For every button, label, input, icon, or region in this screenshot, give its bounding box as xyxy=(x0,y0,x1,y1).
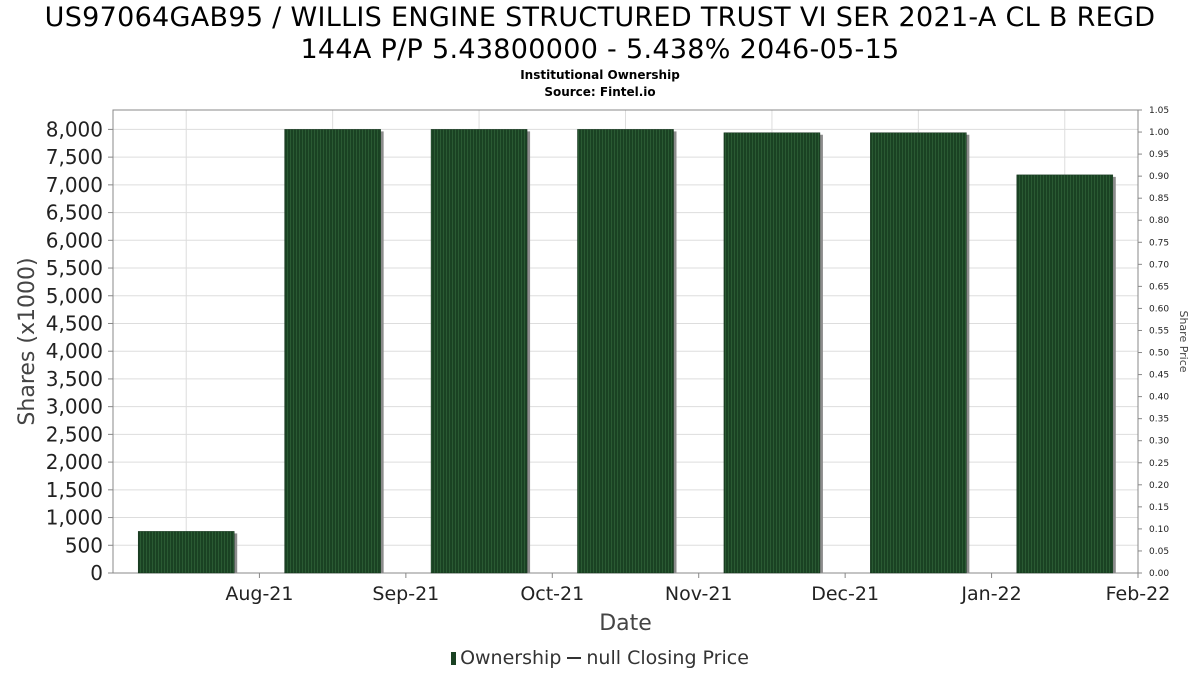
chart-title-line-2: 144A P/P 5.43800000 - 5.438% 2046-05-15 xyxy=(300,34,900,65)
y2-tick-label: 0.10 xyxy=(1149,525,1169,535)
y2-tick-label: 0.35 xyxy=(1149,415,1169,425)
ownership-bar xyxy=(1016,174,1114,574)
y-tick-label: 500 xyxy=(65,533,103,557)
x-tick-label: Nov-21 xyxy=(665,583,733,605)
y-tick-label: 2,000 xyxy=(46,450,103,474)
y2-tick-label: 0.65 xyxy=(1149,282,1169,292)
y2-tick-label: 0.70 xyxy=(1149,260,1169,270)
y2-tick-label: 0.50 xyxy=(1149,349,1169,359)
y-tick-label: 7,000 xyxy=(46,173,103,197)
ownership-bar xyxy=(723,132,821,574)
y2-tick-label: 0.00 xyxy=(1149,569,1169,579)
price-legend-line xyxy=(567,657,582,659)
ownership-bar xyxy=(430,129,528,574)
y-tick-label: 6,500 xyxy=(46,201,103,225)
y-tick-label: 5,000 xyxy=(46,284,103,308)
x-axis-label: Date xyxy=(599,611,652,636)
y-tick-label: 2,500 xyxy=(46,422,103,446)
x-tick-label: Jan-22 xyxy=(960,583,1021,605)
ownership-bar xyxy=(137,531,235,574)
y-tick-label: 6,000 xyxy=(46,228,103,252)
y2-tick-label: 0.90 xyxy=(1149,172,1169,182)
ownership-bar xyxy=(870,132,967,574)
x-tick-label: Feb-22 xyxy=(1106,583,1171,605)
y2-tick-label: 0.75 xyxy=(1149,238,1169,248)
y2-tick-label: 0.40 xyxy=(1149,393,1169,403)
chart-legend: Ownership null Closing Price xyxy=(0,647,1200,669)
ownership-legend-swatch xyxy=(451,652,457,665)
y-tick-label: 4,500 xyxy=(46,311,103,335)
x-tick-label: Sep-21 xyxy=(372,583,439,605)
y2-axis-label: Share Price xyxy=(1177,310,1190,372)
ownership-legend-label: Ownership xyxy=(460,647,562,669)
y2-tick-label: 0.55 xyxy=(1149,326,1169,336)
price-legend-label: null Closing Price xyxy=(586,647,749,669)
chart-subtitle: Institutional Ownership xyxy=(520,68,680,82)
y-tick-label: 5,500 xyxy=(46,256,103,280)
x-tick-label: Aug-21 xyxy=(225,583,293,605)
ownership-bar xyxy=(284,129,381,574)
y-tick-label: 8,000 xyxy=(46,117,103,141)
y-tick-label: 7,500 xyxy=(46,145,103,169)
y2-tick-label: 0.15 xyxy=(1149,503,1169,513)
y-axis-label: Shares (x1000) xyxy=(15,257,40,425)
y2-tick-label: 0.30 xyxy=(1149,437,1169,447)
ownership-bar xyxy=(577,129,674,574)
y2-tick-label: 0.20 xyxy=(1149,481,1169,491)
x-tick-label: Oct-21 xyxy=(520,583,584,605)
y2-tick-label: 0.80 xyxy=(1149,216,1169,226)
y2-tick-label: 0.60 xyxy=(1149,304,1169,314)
y2-tick-label: 0.05 xyxy=(1149,547,1169,557)
y-tick-label: 0 xyxy=(90,561,103,585)
y2-tick-label: 0.85 xyxy=(1149,194,1169,204)
y2-tick-label: 0.45 xyxy=(1149,371,1169,381)
y-tick-label: 3,500 xyxy=(46,367,103,391)
y2-tick-label: 1.00 xyxy=(1149,128,1169,138)
chart-source: Source: Fintel.io xyxy=(544,85,656,99)
y-tick-label: 3,000 xyxy=(46,395,103,419)
chart-title-line-1: US97064GAB95 / WILLIS ENGINE STRUCTURED … xyxy=(44,2,1156,33)
x-tick-label: Dec-21 xyxy=(811,583,879,605)
y2-tick-label: 0.25 xyxy=(1149,459,1169,469)
y2-tick-label: 1.05 xyxy=(1149,106,1169,116)
y-tick-label: 1,500 xyxy=(46,478,103,502)
y-tick-label: 4,000 xyxy=(46,339,103,363)
y2-tick-label: 0.95 xyxy=(1149,150,1169,160)
y-tick-label: 1,000 xyxy=(46,506,103,530)
